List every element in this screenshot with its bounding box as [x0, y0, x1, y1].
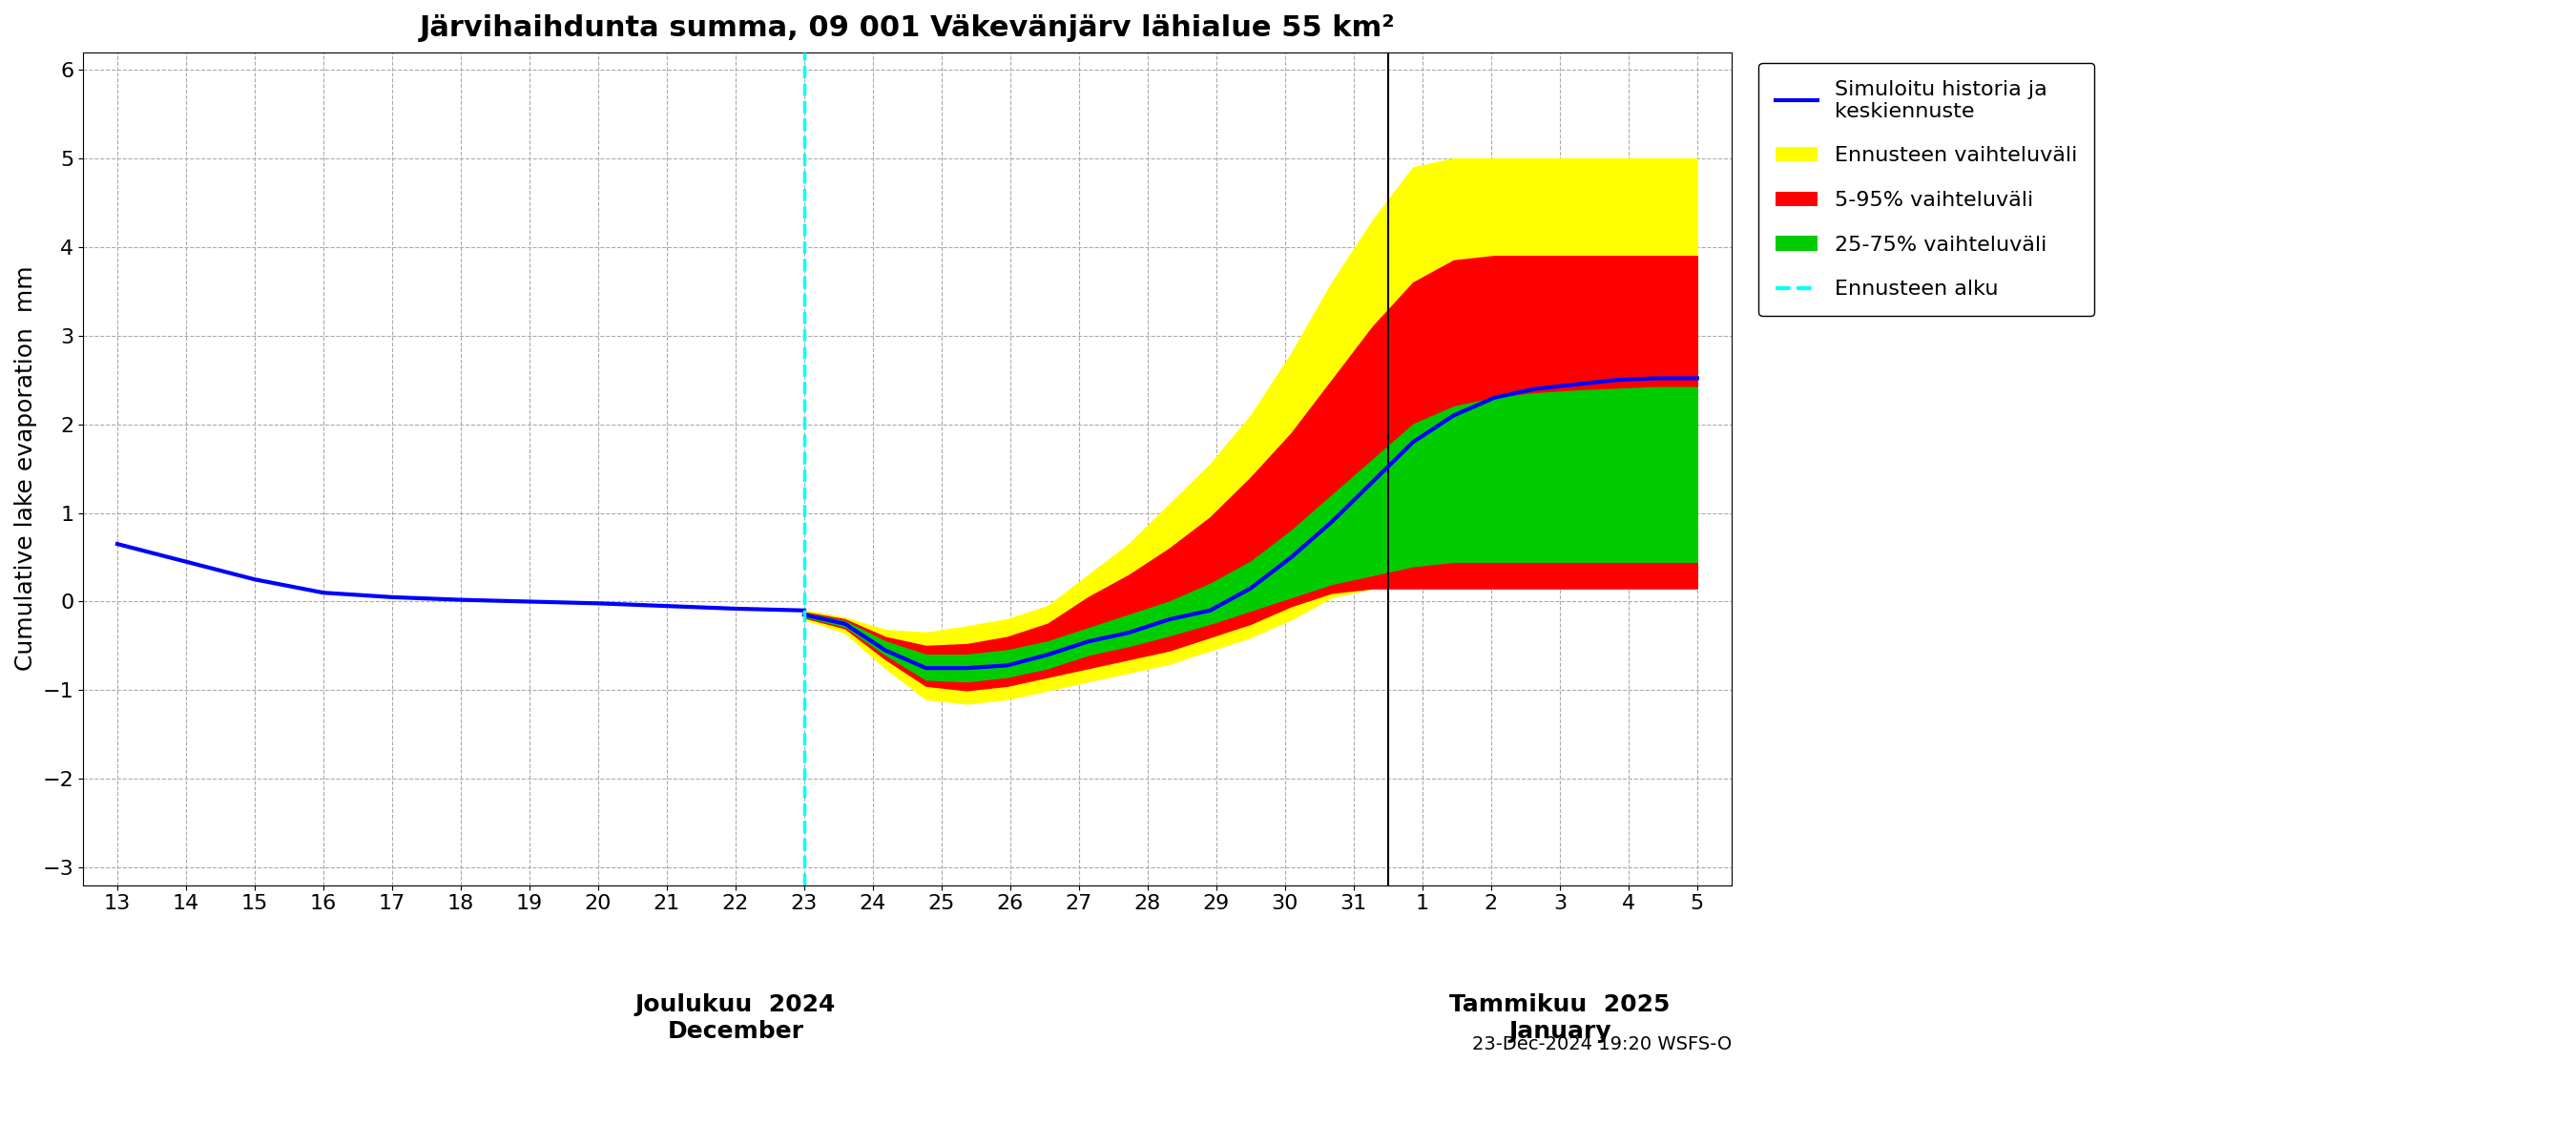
Text: Joulukuu  2024
December: Joulukuu 2024 December [636, 994, 835, 1043]
Y-axis label: Cumulative lake evaporation  mm: Cumulative lake evaporation mm [15, 266, 36, 671]
Legend: Simuloitu historia ja
keskiennuste, Ennusteen vaihteluväli, 5-95% vaihteluväli, : Simuloitu historia ja keskiennuste, Ennu… [1759, 63, 2094, 316]
Text: 23-Dec-2024 19:20 WSFS-O: 23-Dec-2024 19:20 WSFS-O [1471, 1035, 1731, 1053]
Title: Järvihaihdunta summa, 09 001 Väkevänjärv lähialue 55 km²: Järvihaihdunta summa, 09 001 Väkevänjärv… [420, 14, 1396, 42]
Text: Tammikuu  2025
January: Tammikuu 2025 January [1450, 994, 1669, 1043]
